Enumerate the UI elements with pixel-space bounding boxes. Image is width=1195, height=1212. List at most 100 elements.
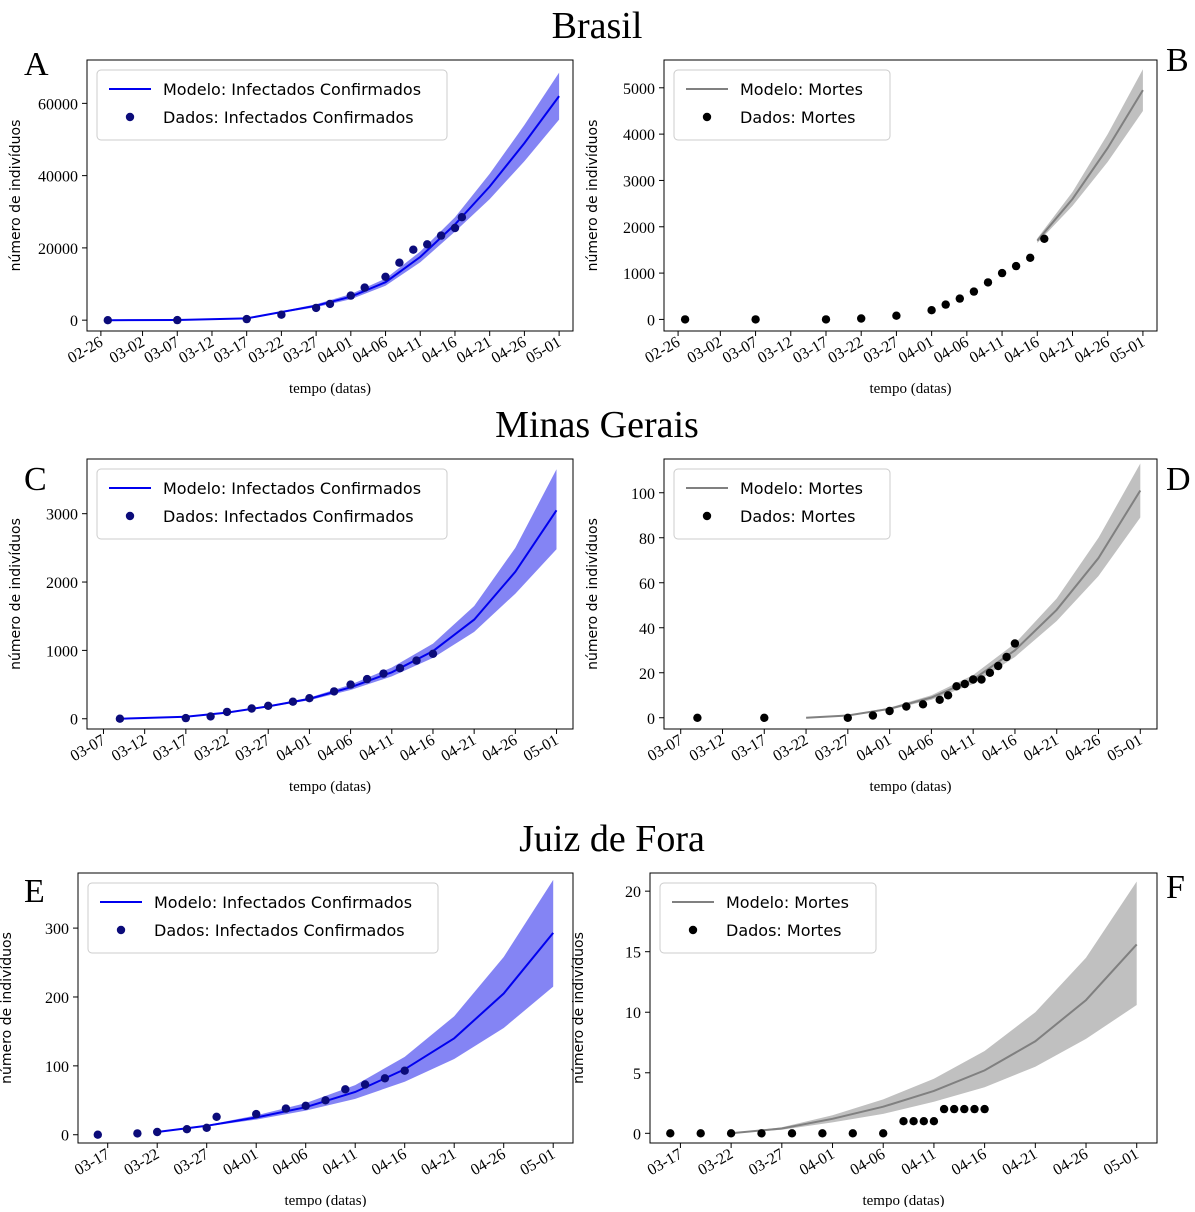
x-tick-label: 03-02 — [685, 334, 726, 367]
data-point — [969, 287, 979, 296]
x-tick-label: 04-16 — [979, 732, 1020, 765]
data-point — [305, 694, 314, 703]
data-point — [1002, 652, 1011, 662]
y-tick-label: 5 — [633, 1066, 641, 1083]
x-tick-label: 03-17 — [150, 732, 191, 765]
data-point — [103, 316, 113, 325]
legend: Modelo: Mortes Dados: Mortes — [673, 69, 891, 141]
legend-data-label: Dados: Mortes — [726, 921, 842, 940]
x-tick-label: 02-26 — [65, 334, 106, 367]
data-point — [181, 713, 190, 723]
data-point — [955, 294, 964, 303]
legend-model-label: Modelo: Mortes — [740, 479, 863, 498]
x-tick-label: 04-11 — [320, 1146, 360, 1179]
data-point — [264, 701, 273, 710]
data-point — [153, 1127, 162, 1137]
x-tick-label: 03-22 — [191, 732, 232, 765]
y-tick-label: 20 — [625, 884, 641, 901]
x-tick-label: 04-06 — [270, 1146, 311, 1179]
legend-box — [659, 882, 877, 954]
model-line — [107, 95, 560, 322]
y-tick-label: 100 — [45, 1059, 69, 1076]
x-tick-label: 04-06 — [350, 334, 391, 367]
y-tick-label: 300 — [45, 921, 69, 938]
data-point — [182, 1125, 192, 1134]
data-point — [892, 311, 901, 320]
data-point — [680, 315, 690, 324]
model-confidence-band — [157, 879, 554, 1132]
data-point — [395, 664, 405, 673]
x-tick-label: 03-17 — [72, 1146, 113, 1179]
y-axis-label: número de indivíduos — [8, 518, 24, 670]
y-tick-label: 0 — [647, 312, 655, 329]
data-point — [321, 1096, 330, 1105]
x-tick-label: 04-01 — [220, 1146, 261, 1179]
y-tick-label: 200 — [45, 990, 69, 1007]
data-point — [341, 1085, 350, 1094]
data-point — [450, 223, 460, 233]
y-tick-label: 4000 — [623, 127, 655, 144]
data-point — [202, 1123, 211, 1133]
data-point — [379, 669, 388, 678]
x-tick-label: 03-22 — [825, 334, 866, 367]
x-tick-label: 03-12 — [109, 732, 150, 765]
x-tick-label: 03-22 — [121, 1146, 162, 1179]
legend: Modelo: Mortes Dados: Mortes — [659, 882, 877, 954]
plot-frame — [663, 458, 1158, 730]
data-point — [983, 278, 993, 287]
x-tick-label: 03-07 — [720, 334, 761, 367]
data-point — [997, 268, 1007, 278]
x-tick-label: 03-27 — [280, 334, 321, 367]
y-tick-label: 10 — [625, 1005, 641, 1022]
y-tick-label: 60 — [639, 576, 655, 593]
legend: Modelo: Infectados Confirmados Dados: Inf… — [96, 69, 448, 141]
legend-data-label: Dados: Infectados Confirmados — [154, 921, 405, 940]
data-point — [222, 707, 232, 717]
section-title: Brasil — [552, 5, 643, 47]
y-tick-label: 40 — [639, 621, 655, 638]
x-tick-label: 03-27 — [746, 1146, 787, 1179]
chart-panel-f: 0 5 10 15 20 03-17 03-22 03-27 04-01 04-06 04-11 04… — [571, 869, 1185, 1209]
data-point — [346, 291, 355, 300]
x-tick-label: 03-07 — [141, 334, 182, 367]
x-tick-label: 05-01 — [521, 732, 562, 765]
data-point — [879, 1129, 888, 1138]
x-tick-label: 03-02 — [107, 334, 148, 367]
x-tick-label: 04-16 — [369, 1146, 410, 1179]
data-point — [346, 680, 355, 689]
data-point — [1010, 639, 1020, 648]
legend-point-swatch — [688, 925, 698, 935]
x-tick-label: 05-01 — [1107, 334, 1148, 367]
plot-frame — [86, 59, 574, 332]
x-tick-label: 03-17 — [211, 334, 252, 367]
y-tick-label: 0 — [61, 1128, 69, 1145]
panel-letter: C — [24, 461, 47, 498]
data-point — [821, 315, 831, 324]
data-point — [899, 1117, 908, 1126]
x-tick-label: 04-21 — [1021, 732, 1062, 765]
legend-box — [673, 69, 891, 141]
data-point — [977, 675, 986, 684]
data-point — [757, 1129, 766, 1138]
legend-point-swatch — [125, 511, 135, 521]
x-tick-label: 04-01 — [315, 334, 356, 367]
x-tick-label: 02-26 — [642, 334, 683, 367]
y-tick-label: 20 — [639, 666, 655, 683]
legend-model-label: Modelo: Mortes — [740, 80, 863, 99]
y-tick-label: 2000 — [623, 220, 655, 237]
x-tick-label: 04-06 — [931, 334, 972, 367]
legend-point-swatch — [702, 511, 712, 521]
data-point — [457, 213, 467, 222]
data-point — [360, 1080, 370, 1089]
x-tick-label: 04-16 — [419, 334, 460, 367]
x-tick-label: 04-01 — [274, 732, 315, 765]
data-point — [381, 272, 390, 281]
legend-box — [673, 468, 891, 540]
x-tick-label: 05-01 — [517, 1146, 558, 1179]
data-point — [362, 674, 372, 684]
panel-letter: B — [1166, 42, 1189, 79]
data-point — [902, 702, 911, 711]
y-tick-label: 2000 — [46, 575, 78, 592]
data-point — [428, 649, 438, 658]
data-point — [941, 300, 950, 309]
